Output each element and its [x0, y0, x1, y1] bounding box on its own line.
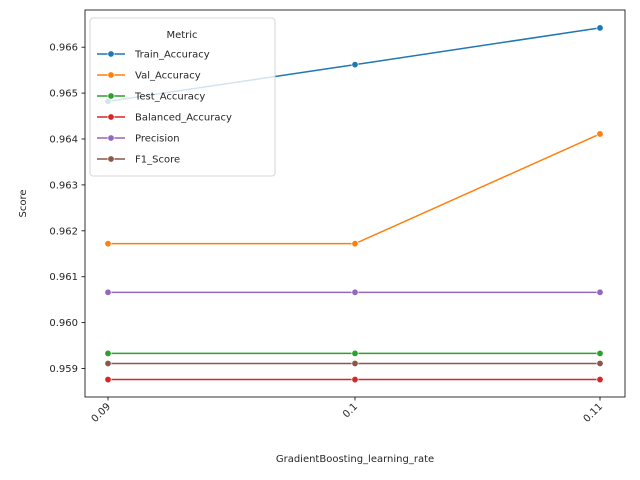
x-axis-ticks: 0.09 0.1 0.11	[90, 397, 606, 425]
y-axis-label: Score	[18, 189, 29, 217]
legend-title: Metric	[166, 30, 197, 41]
legend-label: Test_Accuracy	[134, 92, 205, 103]
series-test-accuracy	[104, 349, 604, 357]
legend-marker	[107, 50, 115, 58]
legend-label: Train_Accuracy	[134, 50, 210, 61]
legend-marker	[107, 92, 115, 100]
x-tick-label: 0.09	[90, 401, 114, 425]
legend-label: Balanced_Accuracy	[135, 113, 232, 124]
legend-marker	[107, 134, 115, 142]
y-axis-ticks: 0.959 0.960 0.961 0.962 0.963 0.964 0.965 0.966	[49, 43, 85, 375]
y-tick-label: 0.963	[49, 180, 78, 191]
legend-item: Train_Accuracy	[97, 50, 210, 61]
legend-label: F1_Score	[135, 155, 180, 166]
legend-item: Val_Accuracy	[97, 71, 201, 82]
data-point	[351, 61, 359, 69]
data-point	[351, 240, 359, 248]
series-f1-score	[104, 359, 604, 367]
legend-item: Precision	[97, 134, 180, 145]
data-point	[104, 349, 112, 357]
data-point	[596, 349, 604, 357]
data-point	[351, 359, 359, 367]
data-point	[596, 288, 604, 296]
y-tick-label: 0.961	[49, 272, 78, 283]
data-point	[351, 288, 359, 296]
y-tick-label: 0.964	[49, 135, 78, 146]
x-tick-label: 0.1	[341, 401, 360, 420]
data-point	[104, 359, 112, 367]
x-axis-label: GradientBoosting_learning_rate	[276, 454, 434, 465]
data-point	[351, 349, 359, 357]
legend-box	[89, 17, 276, 177]
legend-items: Train_Accuracy Val_Accuracy Test_Accuracy B…	[97, 50, 232, 166]
y-tick-label: 0.960	[49, 318, 78, 329]
series-layer	[104, 24, 604, 384]
legend-item: Test_Accuracy	[97, 92, 205, 103]
legend-marker	[107, 71, 115, 79]
x-tick-label: 0.11	[582, 401, 606, 425]
y-tick-label: 0.962	[49, 226, 78, 237]
data-point	[596, 130, 604, 138]
data-point	[104, 288, 112, 296]
data-point	[596, 376, 604, 384]
data-point	[104, 376, 112, 384]
legend: Metric Train_Accuracy Val_Accuracy Test_Ac…	[89, 17, 276, 177]
legend-item: Balanced_Accuracy	[97, 113, 232, 124]
legend-marker	[107, 155, 115, 163]
data-point	[104, 240, 112, 248]
data-point	[596, 359, 604, 367]
legend-item: F1_Score	[97, 155, 180, 166]
y-tick-label: 0.965	[49, 89, 78, 100]
series-balanced-accuracy	[104, 376, 604, 384]
series-val-accuracy	[104, 130, 604, 248]
y-tick-label: 0.966	[49, 43, 78, 54]
legend-marker	[107, 113, 115, 121]
series-precision	[104, 288, 604, 296]
legend-label: Val_Accuracy	[135, 71, 201, 82]
data-point	[596, 24, 604, 32]
legend-label: Precision	[135, 134, 180, 145]
data-point	[351, 376, 359, 384]
y-tick-label: 0.959	[49, 364, 78, 375]
